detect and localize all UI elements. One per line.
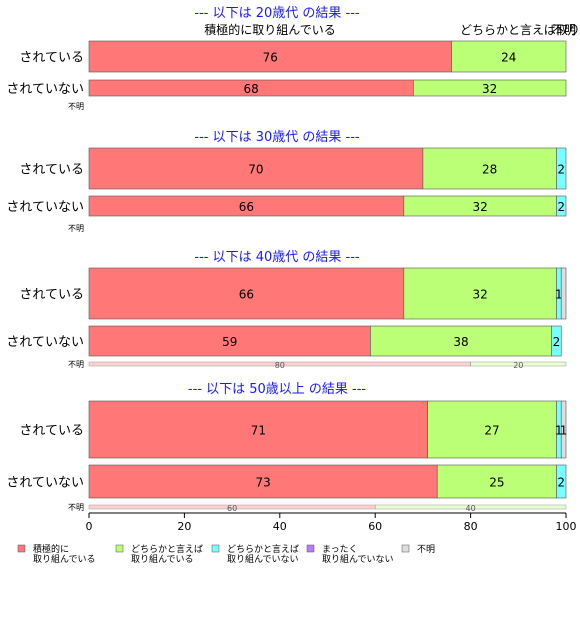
bar-value-label: 32	[472, 288, 487, 302]
bar-value-label: 1	[555, 288, 563, 302]
unknown-row-label: 不明	[68, 503, 84, 512]
x-tick-label: 40	[273, 520, 287, 533]
bar-value-label: 2	[557, 163, 565, 177]
bar-segment-positive	[88, 325, 371, 357]
legend-label-line1: まったく	[322, 544, 358, 555]
bar-category-label: されていない	[6, 82, 84, 97]
bar-category-label: されていない	[6, 335, 84, 350]
bar-value-label: 25	[489, 476, 504, 490]
header-unknown-label: 不明	[552, 23, 576, 37]
group-title: --- 以下は 50歳以上 の結果 ---	[188, 382, 367, 397]
bar-value-label: 32	[472, 200, 487, 214]
unknown-row-label: 不明	[68, 102, 84, 111]
legend-swatch-negative	[306, 544, 315, 553]
bar-value-label: 73	[255, 476, 270, 490]
group-title: --- 以下は 30歳代 の結果 ---	[194, 130, 360, 145]
legend-swatch-positive	[17, 544, 26, 553]
x-tick-label: 20	[177, 520, 191, 533]
group-title: --- 以下は 40歳代 の結果 ---	[194, 250, 360, 265]
bar-value-label: 28	[482, 163, 497, 177]
bar-value-label: 70	[248, 163, 263, 177]
bar-segment-somewhat-positive	[370, 325, 552, 357]
bar-segment-somewhat-negative	[556, 195, 567, 217]
legend-swatch-unknown	[401, 544, 410, 553]
bar-segment-somewhat-negative	[551, 325, 562, 357]
bar-segment-somewhat-negative	[556, 464, 567, 499]
bar-value-label: 2	[557, 200, 565, 214]
bar-category-label: されている	[19, 51, 84, 66]
bar-value-label: 27	[484, 424, 499, 438]
legend-swatch-somewhat-negative	[211, 544, 220, 553]
bar-value-label: 66	[239, 200, 254, 214]
bar-segment-somewhat-positive	[413, 79, 567, 97]
legend-label-line2: 取り組んでいない	[227, 553, 299, 565]
bar-value-label: 1	[560, 424, 568, 438]
bar-value-label: 2	[557, 476, 565, 490]
legend-label-line1: どちらかと言えば	[227, 543, 299, 555]
bar-value-label: 66	[239, 288, 254, 302]
bar-category-label: されていない	[6, 200, 84, 215]
group-title: --- 以下は 20歳代 の結果 ---	[194, 6, 360, 21]
unknown-bar-value-label: 40	[466, 504, 476, 513]
unknown-bar-segment	[374, 504, 567, 510]
bar-value-label: 68	[244, 82, 259, 96]
bar-value-label: 71	[251, 424, 266, 438]
bar-segment-somewhat-positive	[436, 464, 557, 499]
bar-segment-somewhat-positive	[422, 147, 557, 190]
x-tick-label: 0	[86, 520, 93, 533]
bar-segment-somewhat-positive	[427, 400, 557, 459]
bar-category-label: されている	[19, 288, 84, 303]
header-positive-label: 積極的に取り組んでいる	[204, 22, 335, 37]
x-tick-label: 60	[368, 520, 382, 533]
x-tick-label: 100	[556, 520, 577, 533]
legend-label-line2: 取り組んでいる	[131, 553, 194, 565]
bar-value-label: 76	[263, 51, 278, 65]
x-tick-label: 80	[464, 520, 478, 533]
unknown-bar-value-label: 20	[513, 361, 523, 370]
bar-segment-somewhat-positive	[451, 40, 567, 73]
bar-category-label: されている	[19, 163, 84, 178]
bar-segment-positive	[88, 400, 428, 459]
bar-category-label: されていない	[6, 476, 84, 491]
bar-segment-unknown	[560, 400, 567, 459]
legend-label-line1: どちらかと言えば	[131, 543, 203, 555]
legend-swatch-somewhat-positive	[115, 544, 124, 553]
bar-value-label: 24	[501, 51, 516, 65]
bar-value-label: 2	[553, 335, 561, 349]
bar-value-label: 59	[222, 335, 237, 349]
unknown-row-label: 不明	[68, 224, 84, 233]
bar-value-label: 32	[482, 82, 497, 96]
legend-label-line2: 取り組んでいない	[322, 553, 394, 565]
unknown-bar-value-label: 60	[227, 504, 237, 513]
unknown-row-label: 不明	[68, 360, 84, 369]
legend-label-line2: 取り組んでいる	[33, 553, 96, 565]
bar-category-label: されている	[19, 424, 84, 439]
bar-segment-somewhat-negative	[556, 147, 567, 190]
bar-segment-positive	[88, 147, 424, 190]
bar-value-label: 38	[453, 335, 468, 349]
legend-label-line1: 不明	[417, 544, 435, 555]
bar-segment-somewhat-positive	[403, 267, 557, 320]
bar-value-label: 1	[555, 424, 563, 438]
legend-label-line1: 積極的に	[33, 543, 69, 555]
unknown-bar-segment	[470, 361, 567, 367]
bar-segment-unknown	[560, 267, 567, 320]
unknown-bar-value-label: 80	[275, 361, 285, 370]
